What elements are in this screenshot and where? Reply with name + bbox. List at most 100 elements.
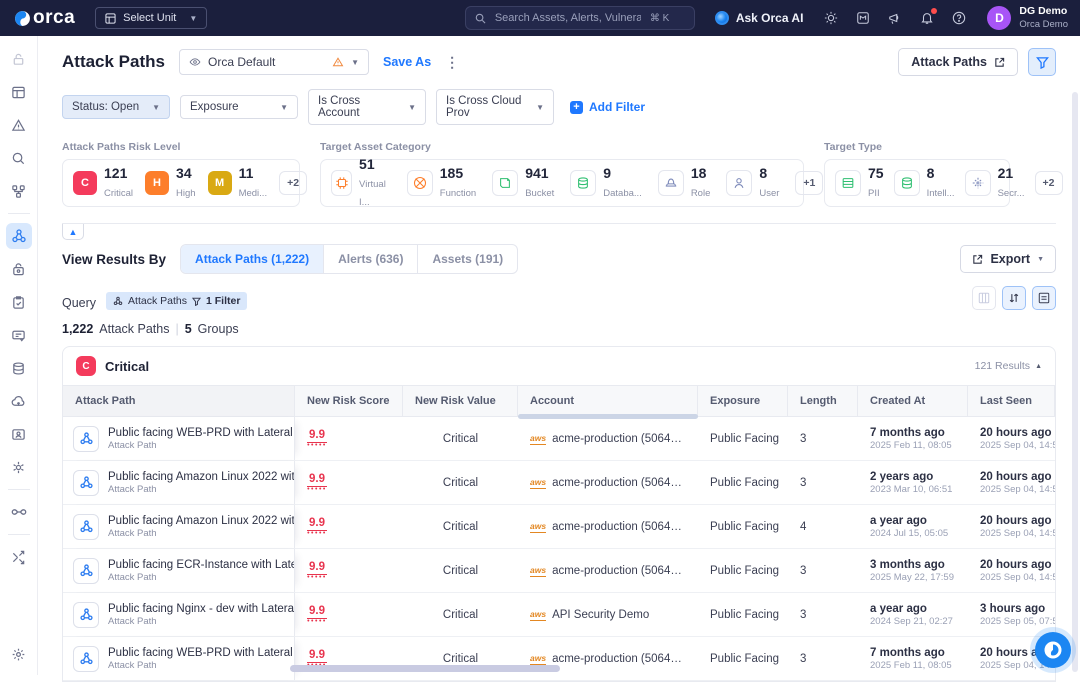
sidebar-item-attack-paths[interactable] — [5, 223, 32, 249]
filter-status-dropdown[interactable]: Status: Open ▼ — [62, 95, 170, 119]
filter-panel-button[interactable] — [1028, 48, 1056, 76]
list-view-button[interactable] — [1032, 286, 1056, 310]
risk-more-chip[interactable]: +2 — [279, 171, 308, 195]
search-input[interactable] — [492, 11, 643, 25]
asset-function-item[interactable]: 185 Function — [406, 165, 476, 201]
risk-score[interactable]: 9.9 — [307, 517, 327, 536]
sidebar-item-identity[interactable] — [6, 421, 32, 447]
table-row[interactable]: Public facing Amazon Linux 2022 with ...… — [63, 505, 1055, 549]
risk-score[interactable]: 9.9 — [307, 649, 327, 668]
type-pii-item[interactable]: 75 PII — [835, 165, 884, 201]
filter-cross-account-dropdown[interactable]: Is Cross Account ▼ — [308, 89, 426, 125]
table-row[interactable]: Public facing ECR-Instance with Lateral.… — [63, 549, 1055, 593]
sidebar-item-data-security[interactable] — [6, 355, 32, 381]
critical-badge: C — [73, 171, 97, 195]
vertical-scrollbar-thumb[interactable] — [1072, 92, 1078, 672]
notifications-bell-icon[interactable] — [919, 8, 938, 26]
score-dots — [307, 487, 327, 492]
table-row[interactable]: Public facing Amazon Linux 2022 with ...… — [63, 461, 1055, 505]
horizontal-scrollbar-thumb[interactable] — [290, 665, 560, 672]
risk-score[interactable]: 9.9 — [307, 561, 327, 580]
type-intellectual-item[interactable]: 8 Intell... — [893, 165, 955, 201]
sidebar-item-inventory[interactable] — [6, 178, 32, 204]
sidebar-item-cicd[interactable] — [6, 499, 32, 525]
ask-orca-ai-button[interactable]: Ask Orca AI — [714, 11, 803, 25]
asset-role-item[interactable]: 18 Role — [657, 165, 710, 201]
sidebar-item-alerts[interactable] — [6, 112, 32, 138]
theme-toggle-icon[interactable] — [823, 10, 839, 26]
function-icon — [406, 170, 433, 196]
col-new-risk-score[interactable]: New Risk Score — [295, 386, 403, 416]
group-results[interactable]: 121 Results ▲ — [974, 360, 1042, 372]
filter-exposure-dropdown[interactable]: Exposure ▼ — [180, 95, 298, 119]
asset-database-item[interactable]: 9 Databa... — [570, 165, 642, 201]
attack-path-title: Public facing Amazon Linux 2022 with ... — [108, 514, 295, 527]
asset-virtual-instance-item[interactable]: 51 Virtual I... — [331, 156, 391, 210]
asset-user-item[interactable]: 8 User — [726, 165, 779, 201]
query-chip[interactable]: Attack Paths 1 Filter — [106, 292, 248, 310]
sidebar-item-search[interactable] — [6, 145, 32, 171]
help-icon[interactable] — [951, 10, 967, 26]
sidebar-item-settings[interactable] — [6, 641, 32, 667]
col-new-risk-value[interactable]: New Risk Value — [403, 386, 518, 416]
asset-more-chip[interactable]: +1 — [795, 171, 824, 195]
medium-badge: M — [207, 171, 232, 195]
sidebar-item-dashboard[interactable] — [6, 79, 32, 105]
last-seen-cell: 3 hours ago 2025 Sep 05, 07:50 — [980, 602, 1055, 627]
horizontal-scroll-indicator[interactable] — [518, 414, 698, 419]
col-last-seen[interactable]: Last Seen — [968, 386, 1055, 416]
save-as-button[interactable]: Save As — [382, 55, 432, 69]
sort-button[interactable] — [1002, 286, 1026, 310]
risk-score[interactable]: 9.9 — [307, 473, 327, 492]
sidebar-item-automations[interactable] — [6, 544, 32, 570]
risk-medium-item[interactable]: M 11 Medi... — [207, 165, 267, 201]
sidebar-item-security-vault[interactable] — [6, 256, 32, 282]
target-type-label: Target Type — [824, 141, 882, 153]
user-menu[interactable]: D DG Demo Orca Demo — [987, 5, 1068, 31]
tab-attack-paths[interactable]: Attack Paths (1,222) — [181, 245, 325, 273]
collapse-summary-button[interactable]: ▲ — [62, 224, 84, 240]
type-secrets-item[interactable]: 21 Secr... — [964, 165, 1025, 201]
attack-paths-link-button[interactable]: Attack Paths — [898, 48, 1018, 76]
export-button[interactable]: Export ▼ — [960, 245, 1056, 273]
col-length[interactable]: Length — [788, 386, 858, 416]
table-row[interactable]: Public facing WEB-PRD with Lateral M... A… — [63, 637, 1055, 681]
col-created-at[interactable]: Created At — [858, 386, 968, 416]
select-unit-dropdown[interactable]: Select Unit ▼ — [95, 7, 208, 29]
view-selector-dropdown[interactable]: Orca Default ▼ — [178, 49, 369, 75]
target-type-card: 75 PII 8 Intell... 21 Secr... +2 — [824, 159, 1063, 207]
asset-bucket-item[interactable]: 941 Bucket — [492, 165, 554, 201]
filter-cross-cloud-dropdown[interactable]: Is Cross Cloud Prov ▼ — [436, 89, 554, 125]
last-seen-cell: 20 hours ago 2025 Sep 04, 14:57 — [980, 426, 1055, 451]
sidebar-item-lock[interactable] — [6, 46, 32, 72]
sidebar-item-kubernetes[interactable] — [6, 454, 32, 480]
col-account[interactable]: Account — [518, 386, 698, 416]
table-row[interactable]: Public facing WEB-PRD with Lateral M... A… — [63, 417, 1055, 461]
main-content: Attack Paths Orca Default ▼ Save As ⋮ At… — [38, 36, 1080, 682]
more-options-icon[interactable]: ⋮ — [445, 53, 461, 70]
risk-high-item[interactable]: H 34 High — [145, 165, 196, 201]
table-row[interactable]: Public facing Nginx - dev with Lateral .… — [63, 593, 1055, 637]
sidebar-item-cloud[interactable] — [6, 388, 32, 414]
risk-score[interactable]: 9.9 — [307, 605, 327, 624]
funnel-icon — [1035, 56, 1049, 69]
sidebar-item-compliance[interactable] — [6, 289, 32, 315]
col-exposure[interactable]: Exposure — [698, 386, 788, 416]
tab-alerts[interactable]: Alerts (636) — [324, 245, 419, 273]
chevron-down-icon: ▼ — [408, 102, 416, 112]
type-more-chip[interactable]: +2 — [1034, 171, 1063, 195]
aws-icon: aws — [530, 432, 547, 445]
whats-new-icon[interactable] — [855, 10, 871, 26]
add-filter-button[interactable]: + Add Filter — [570, 100, 645, 114]
tab-assets[interactable]: Assets (191) — [432, 252, 504, 266]
group-header-critical[interactable]: C Critical 121 Results ▲ — [63, 347, 1055, 385]
sidebar-item-policies[interactable] — [6, 322, 32, 348]
risk-critical-item[interactable]: C 121 Critical — [73, 165, 133, 201]
global-search[interactable]: ⌘ K — [464, 6, 695, 30]
announcements-icon[interactable] — [887, 10, 903, 26]
risk-score[interactable]: 9.9 — [307, 429, 327, 448]
orca-ai-chat-button[interactable] — [1035, 632, 1071, 668]
columns-view-button[interactable] — [972, 286, 996, 310]
length-cell: 3 — [800, 432, 807, 445]
col-attack-path[interactable]: Attack Path — [63, 386, 295, 416]
